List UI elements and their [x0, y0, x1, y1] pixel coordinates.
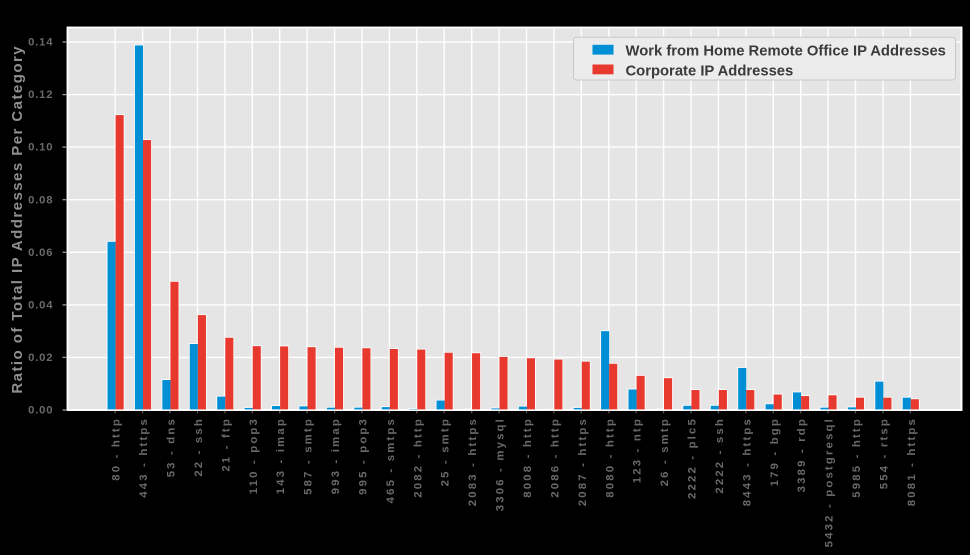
svg-text:0.14: 0.14 — [28, 37, 53, 49]
svg-text:0.12: 0.12 — [28, 89, 53, 101]
svg-text:2082 - http: 2082 - http — [412, 417, 424, 498]
svg-text:21 - ftp: 21 - ftp — [220, 417, 232, 472]
svg-text:123 - ntp: 123 - ntp — [632, 417, 644, 483]
svg-text:554 - rtsp: 554 - rtsp — [879, 417, 891, 489]
svg-text:3306 - mysql: 3306 - mysql — [495, 417, 507, 511]
svg-text:443 - https: 443 - https — [138, 417, 150, 498]
svg-text:2083 - https: 2083 - https — [467, 417, 479, 506]
svg-text:8008 - http: 8008 - http — [522, 417, 534, 498]
svg-text:Work from Home Remote Office I: Work from Home Remote Office IP Addresse… — [626, 44, 946, 60]
svg-text:2222 - ssh: 2222 - ssh — [714, 417, 726, 494]
svg-text:2086 - http: 2086 - http — [549, 417, 561, 498]
svg-text:179 - bgp: 179 - bgp — [769, 417, 781, 486]
svg-text:2222 - plc5: 2222 - plc5 — [687, 417, 699, 499]
svg-text:8080 - http: 8080 - http — [604, 417, 616, 498]
svg-text:0.02: 0.02 — [28, 352, 53, 364]
svg-text:5985 - http: 5985 - http — [851, 417, 863, 498]
svg-text:25 - smtp: 25 - smtp — [440, 417, 452, 486]
svg-text:465 - smtps: 465 - smtps — [385, 417, 397, 503]
svg-text:53 - dns: 53 - dns — [166, 417, 178, 477]
svg-text:587 - smtp: 587 - smtp — [303, 417, 315, 495]
svg-text:Ratio of Total IP Addresses Pe: Ratio of Total IP Addresses Per Category — [9, 45, 26, 394]
svg-text:8443 - https: 8443 - https — [741, 417, 753, 506]
svg-text:Corporate IP Addresses: Corporate IP Addresses — [626, 63, 794, 79]
svg-text:0.04: 0.04 — [28, 300, 53, 312]
svg-text:143 - imap: 143 - imap — [275, 417, 287, 494]
svg-text:3389 - rdp: 3389 - rdp — [796, 417, 808, 492]
svg-text:5432 - postgresql: 5432 - postgresql — [824, 417, 836, 547]
svg-text:993 - imap: 993 - imap — [330, 417, 342, 494]
svg-text:0.08: 0.08 — [28, 194, 53, 206]
svg-text:22 - ssh: 22 - ssh — [193, 417, 205, 477]
svg-text:110 - pop3: 110 - pop3 — [248, 417, 260, 494]
svg-text:0.10: 0.10 — [28, 142, 53, 154]
svg-text:26 - smtp: 26 - smtp — [659, 417, 671, 486]
svg-text:2087 - https: 2087 - https — [577, 417, 589, 506]
svg-text:0.00: 0.00 — [28, 405, 53, 417]
svg-text:8081 - https: 8081 - https — [906, 417, 918, 506]
svg-text:995 - pop3: 995 - pop3 — [358, 417, 370, 495]
svg-text:80 - http: 80 - http — [111, 417, 123, 481]
svg-text:0.06: 0.06 — [28, 247, 53, 259]
